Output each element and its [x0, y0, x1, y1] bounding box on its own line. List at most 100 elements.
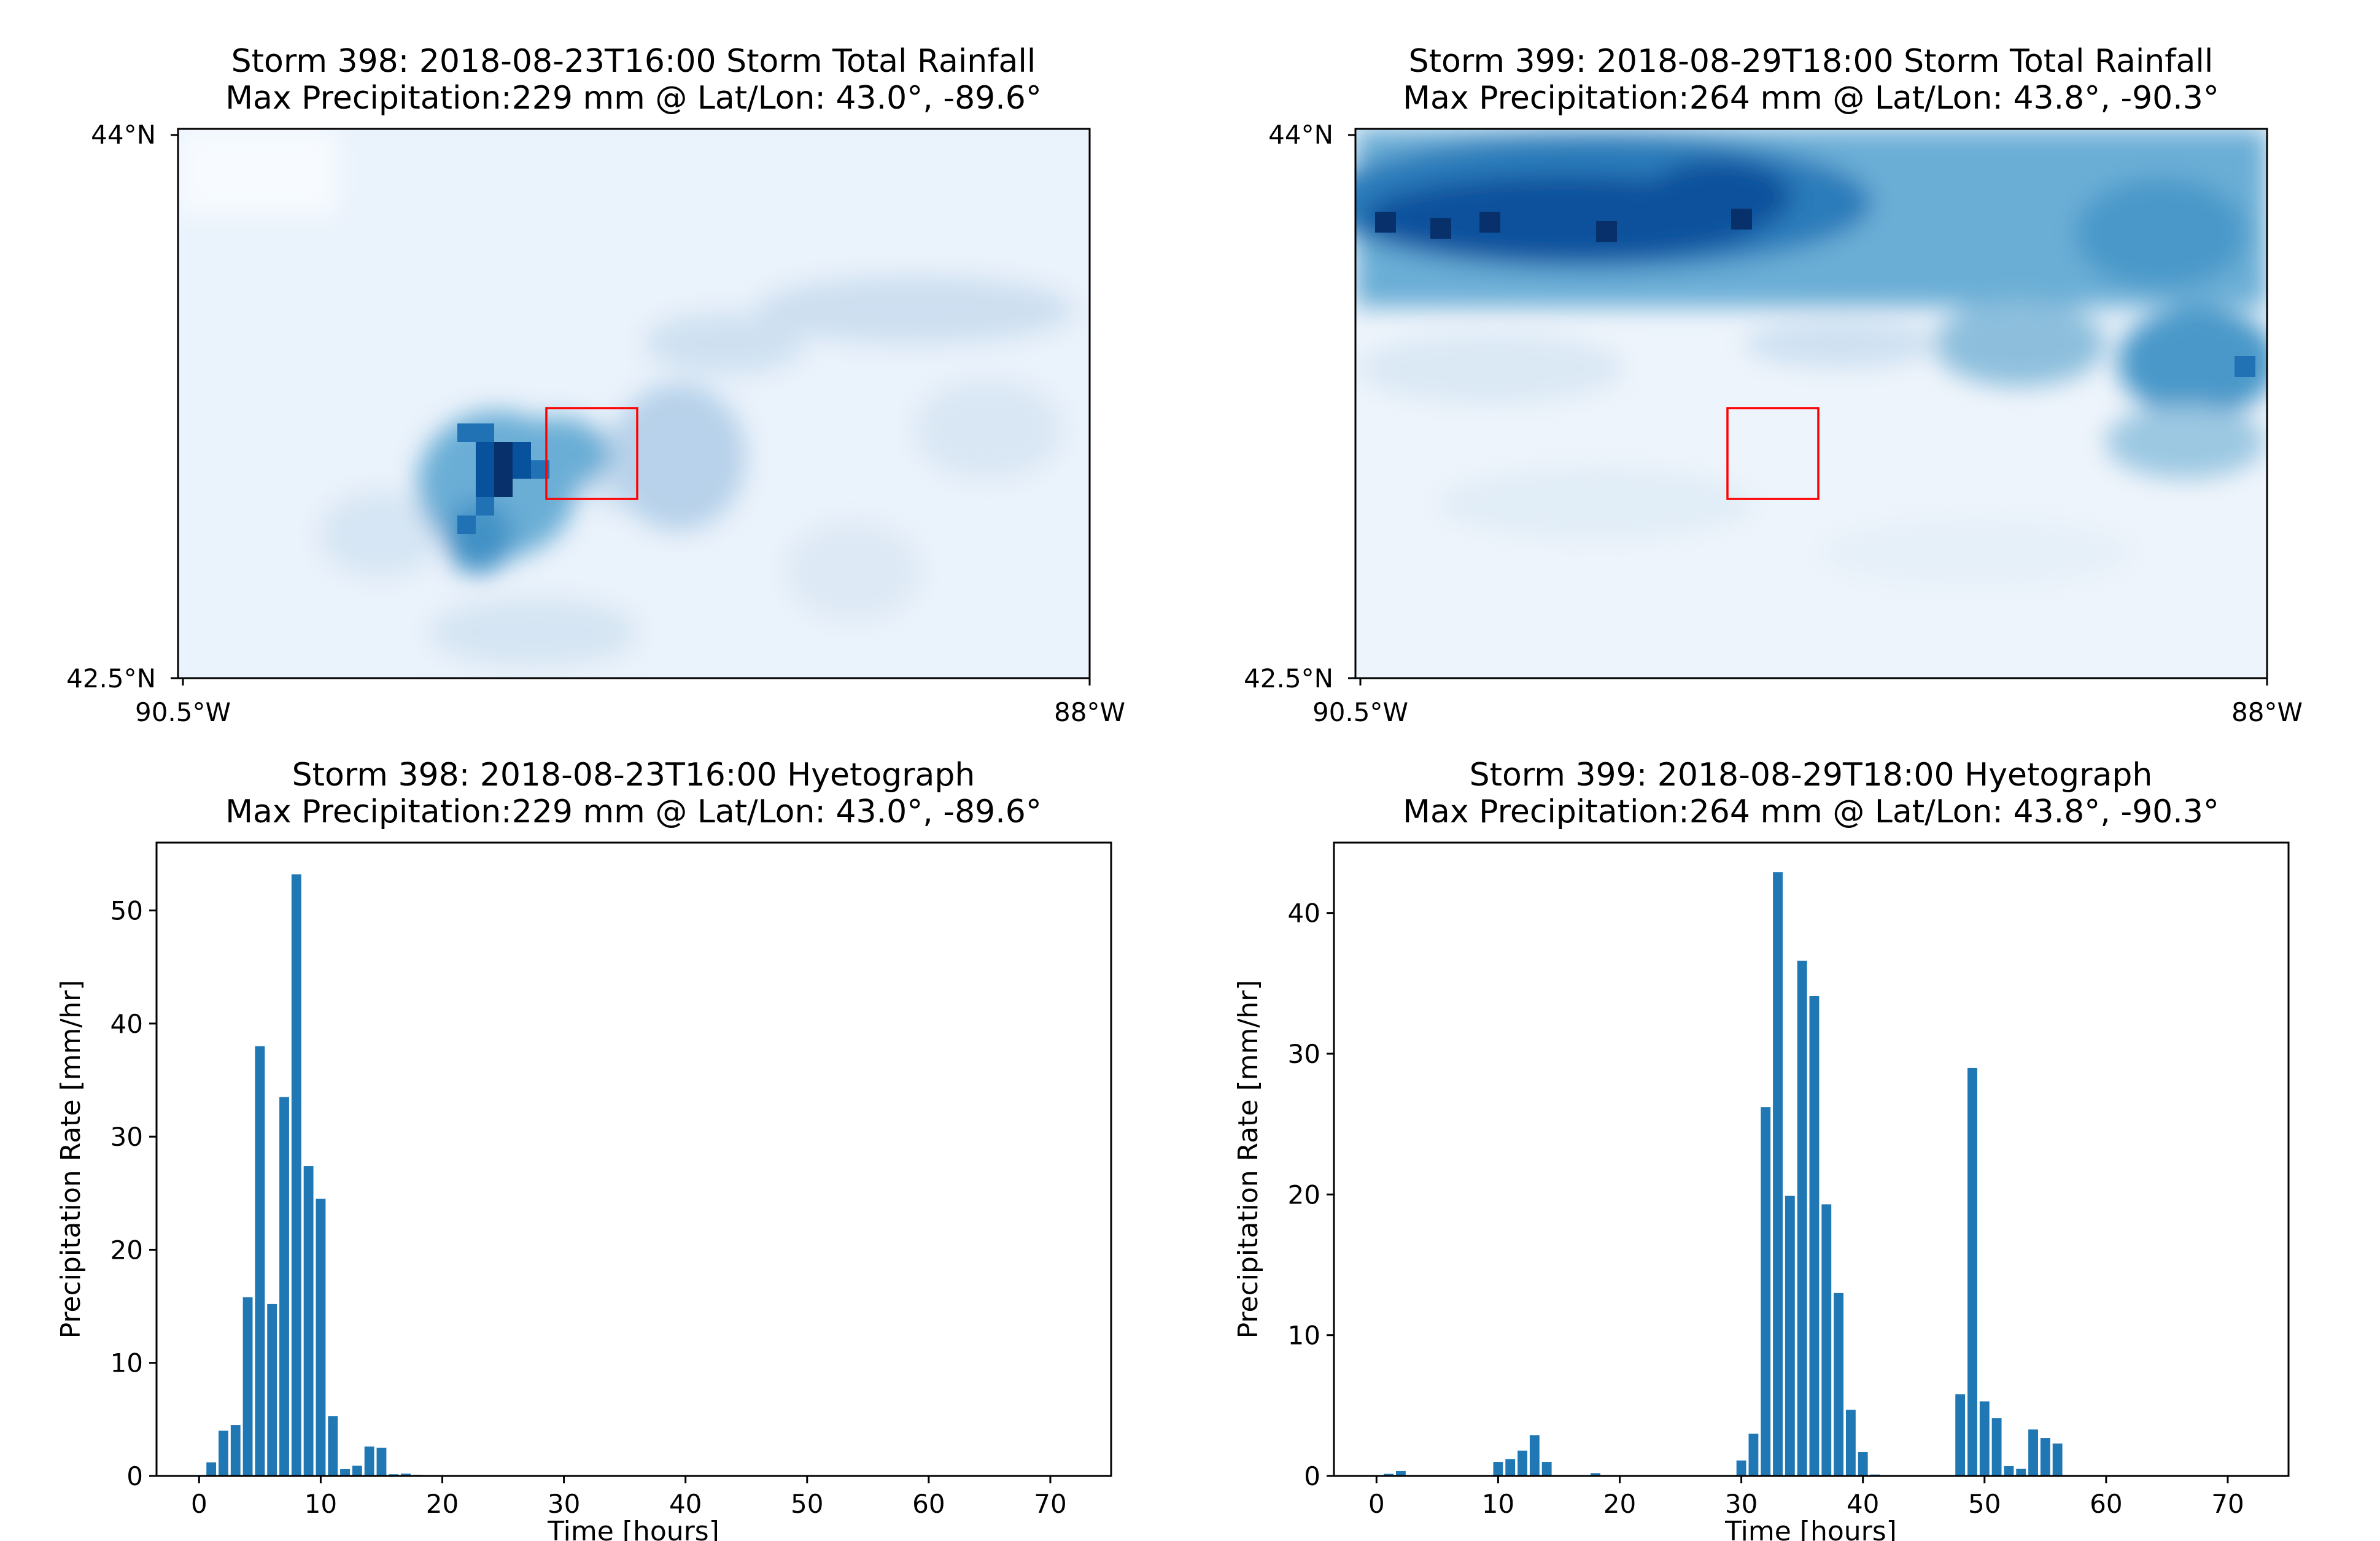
- bar: [316, 1199, 326, 1476]
- heat-cell: [476, 423, 494, 442]
- bar: [1773, 872, 1783, 1476]
- x-tick-label: 0: [191, 1489, 207, 1519]
- bar: [255, 1046, 265, 1476]
- x-tick-label: 10: [1482, 1489, 1514, 1519]
- lat-tick-label: 44°N: [1268, 120, 1333, 150]
- heat-cell: [494, 479, 513, 497]
- bar: [2028, 1429, 2038, 1476]
- y-axis-label: Precipitation Rate [mm/hr]: [55, 980, 87, 1339]
- map-panel-storm-399: Storm 399: 2018-08-29T18:00 Storm Total …: [1244, 43, 2303, 727]
- heat-cell: [513, 442, 531, 460]
- heat-cell: [1596, 221, 1617, 242]
- x-axis-ticks: 0 10 20 30 40 50 60 70: [1368, 1476, 2244, 1519]
- heat-cell: [476, 497, 494, 516]
- heat-cell: [476, 479, 494, 497]
- bar: [1590, 1473, 1600, 1476]
- map-subtitle-storm-399: Max Precipitation:264 mm @ Lat/Lon: 43.8…: [1403, 80, 2219, 117]
- hyetograph-subtitle-storm-399: Max Precipitation:264 mm @ Lat/Lon: 43.8…: [1403, 794, 2219, 830]
- bar: [1761, 1107, 1771, 1476]
- x-tick-label: 30: [548, 1489, 580, 1519]
- x-tick-label: 70: [2211, 1489, 2244, 1519]
- rainfall-field-storm-398: [178, 129, 1090, 678]
- x-axis-ticks: 0 10 20 30 40 50 60 70: [191, 1476, 1067, 1519]
- heat-cell: [1479, 212, 1500, 233]
- plot-frame: [1333, 841, 2290, 1477]
- lon-tick-label: 88°W: [1054, 697, 1125, 727]
- heat-cell: [494, 442, 513, 460]
- heat-cell: [2235, 356, 2255, 377]
- bar: [1785, 1195, 1795, 1476]
- heat-cell: [513, 460, 531, 479]
- heat-cores-storm-398: [457, 423, 549, 534]
- heat-cell: [494, 460, 513, 479]
- bar: [340, 1469, 350, 1476]
- x-axis-label: Time [hours]: [1724, 1516, 1897, 1541]
- bar: [1967, 1067, 1977, 1476]
- y-tick-label: 30: [110, 1122, 143, 1152]
- lat-tick-label: 44°N: [91, 120, 156, 150]
- hyetograph-subtitle-storm-398: Max Precipitation:229 mm @ Lat/Lon: 43.0…: [225, 794, 1042, 830]
- x-tick-label: 40: [669, 1489, 702, 1519]
- bar: [1979, 1401, 1990, 1476]
- x-tick-label: 50: [791, 1489, 823, 1519]
- heat-cell: [457, 516, 476, 534]
- bar: [1396, 1470, 1406, 1476]
- bar: [2052, 1443, 2063, 1476]
- bar: [1541, 1462, 1552, 1476]
- heat-cell: [476, 460, 494, 479]
- x-tick-label: 0: [1368, 1489, 1385, 1519]
- rainfall-field-storm-399: [1355, 129, 2267, 678]
- lat-tick-label: 42.5°N: [66, 663, 156, 693]
- bar: [242, 1297, 253, 1476]
- bar: [1845, 1410, 1856, 1476]
- lon-tick-label: 88°W: [2231, 697, 2303, 727]
- bar: [1505, 1459, 1516, 1476]
- y-tick-label: 10: [110, 1348, 143, 1378]
- bar: [303, 1166, 314, 1476]
- bar: [279, 1097, 289, 1476]
- bar: [219, 1431, 228, 1476]
- x-tick-label: 10: [304, 1489, 337, 1519]
- bar-series-storm-398: [206, 874, 423, 1476]
- bar: [1736, 1460, 1746, 1476]
- map-title-storm-398: Storm 398: 2018-08-23T16:00 Storm Total …: [231, 43, 1036, 80]
- bar: [1529, 1435, 1540, 1476]
- bar: [267, 1303, 277, 1476]
- y-tick-label: 40: [1288, 898, 1320, 929]
- selected-region-box: [1726, 407, 1820, 500]
- map-panel-storm-398: Storm 398: 2018-08-23T16:00 Storm Total …: [66, 43, 1125, 727]
- plot-frame: [155, 841, 1112, 1477]
- heat-cell: [1731, 209, 1752, 230]
- map-subtitle-storm-398: Max Precipitation:229 mm @ Lat/Lon: 43.0…: [225, 80, 1042, 117]
- bar: [2016, 1469, 2026, 1476]
- bar: [1809, 995, 1820, 1476]
- heat-cores-storm-399: [1375, 209, 2255, 377]
- bar: [1797, 960, 1807, 1476]
- y-tick-label: 20: [110, 1235, 143, 1265]
- x-tick-label: 20: [1603, 1489, 1636, 1519]
- map-frame: [177, 128, 1091, 679]
- bar: [1858, 1452, 1868, 1476]
- heat-cell: [476, 442, 494, 460]
- hyetograph-storm-399: Storm 399: 2018-08-29T18:00 Hyetograph M…: [1233, 757, 2290, 1541]
- y-tick-label: 30: [1288, 1039, 1320, 1069]
- bar: [291, 874, 301, 1476]
- y-tick-label: 50: [110, 896, 143, 926]
- bar: [328, 1416, 338, 1476]
- bar: [206, 1462, 217, 1476]
- bar: [2004, 1466, 2014, 1476]
- hyetograph-title-storm-399: Storm 399: 2018-08-29T18:00 Hyetograph: [1470, 757, 2153, 794]
- lon-tick-label: 90.5°W: [1312, 697, 1408, 727]
- x-tick-label: 60: [2090, 1489, 2122, 1519]
- y-axis-ticks: 0 10 20 30 40 50: [110, 896, 157, 1491]
- x-tick-label: 60: [912, 1489, 945, 1519]
- bar: [1748, 1434, 1759, 1476]
- hyetograph-title-storm-398: Storm 398: 2018-08-23T16:00 Hyetograph: [292, 757, 975, 794]
- map-frame: [1354, 128, 2268, 679]
- bar: [401, 1473, 411, 1476]
- y-tick-label: 20: [1288, 1180, 1320, 1210]
- bar: [230, 1425, 241, 1476]
- bar: [1493, 1462, 1503, 1476]
- bar: [1991, 1418, 2002, 1476]
